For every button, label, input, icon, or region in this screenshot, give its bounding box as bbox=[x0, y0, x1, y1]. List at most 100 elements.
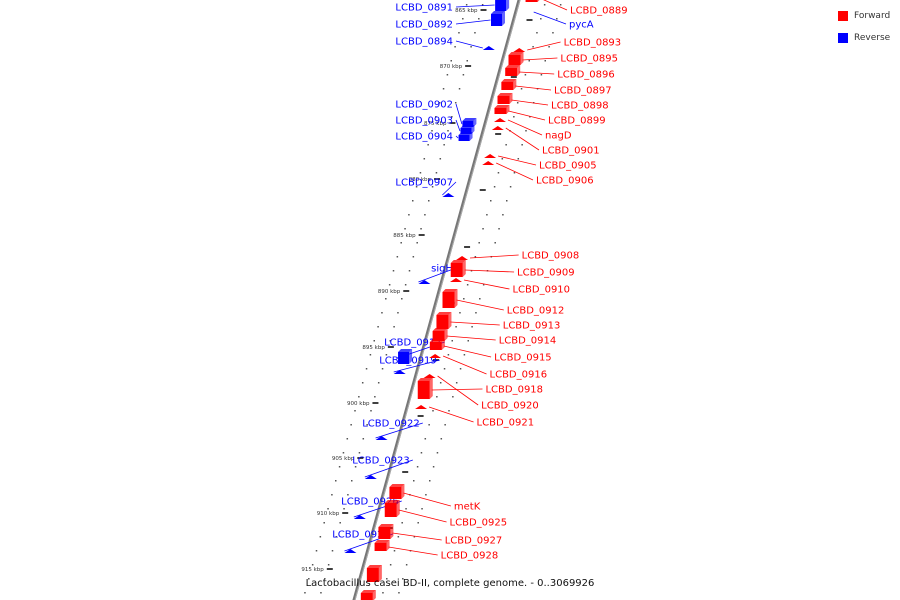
gene-lcbd-0908[interactable] bbox=[456, 256, 469, 260]
guide-dot bbox=[419, 172, 422, 174]
gene-lcbd-0916[interactable] bbox=[429, 354, 442, 358]
gene-lcbd-0910[interactable] bbox=[450, 278, 462, 282]
gene-lcbd-0892-label[interactable]: LCBD_0892 bbox=[395, 20, 453, 31]
guide-dot bbox=[377, 382, 380, 384]
guide-dot bbox=[404, 228, 406, 230]
gene-leader-line bbox=[455, 19, 491, 25]
gene-lcbd-0921-label[interactable]: LCBD_0921 bbox=[477, 418, 535, 429]
gene-pyca-label[interactable]: pycA bbox=[569, 20, 594, 31]
guide-dot bbox=[361, 382, 364, 384]
gene-lcbd-0897-label[interactable]: LCBD_0897 bbox=[554, 86, 612, 97]
gene-lcbd-0923-label[interactable]: LCBD_0923 bbox=[352, 456, 410, 467]
gene-lcbd-0927-label[interactable]: LCBD_0927 bbox=[445, 536, 503, 547]
gene-sigh[interactable] bbox=[418, 280, 431, 284]
gene-lcbd-0892[interactable] bbox=[491, 11, 505, 26]
gene-lcbd-0912[interactable] bbox=[442, 289, 458, 308]
gene-lcbd-0925-label[interactable]: LCBD_0925 bbox=[450, 518, 508, 529]
guide-dot bbox=[478, 18, 480, 20]
gene-lcbd-0903-label[interactable]: LCBD_0903 bbox=[395, 116, 453, 127]
gene-lcbd-0914-label[interactable]: LCBD_0914 bbox=[499, 336, 557, 347]
guide-dot bbox=[462, 74, 465, 76]
gene-lcbd-0927[interactable] bbox=[378, 524, 394, 539]
gene-lcbd-0906[interactable] bbox=[482, 161, 495, 165]
gene-lcbd-0919-label[interactable]: LCBD_0919 bbox=[379, 356, 437, 367]
gene-lcbd-0913[interactable] bbox=[436, 312, 452, 329]
gene-lcbd-0898[interactable] bbox=[497, 93, 513, 104]
gene-lcbd-0905-label[interactable]: LCBD_0905 bbox=[539, 161, 597, 172]
gene-lcbd-0895-label[interactable]: LCBD_0895 bbox=[560, 54, 618, 65]
gene-lcbd-0922[interactable] bbox=[375, 436, 388, 440]
guide-dot bbox=[444, 424, 446, 426]
gene-lcbd-0915[interactable] bbox=[429, 339, 445, 350]
guide-dot bbox=[311, 564, 314, 566]
guide-dot bbox=[482, 284, 485, 286]
gene-lcbd-0896-label[interactable]: LCBD_0896 bbox=[557, 70, 615, 81]
gene-metk-label[interactable]: metK bbox=[454, 502, 481, 513]
gene-lcbd-0899[interactable] bbox=[494, 105, 510, 114]
guide-dot bbox=[478, 242, 480, 244]
gene-lcbd-0929[interactable] bbox=[344, 549, 357, 553]
gene-lcbd-0895[interactable] bbox=[508, 52, 524, 65]
gene-sigh-label[interactable]: sigH bbox=[431, 264, 453, 275]
gene-partial-bottom-2[interactable] bbox=[360, 590, 376, 600]
gene-lcbd-0896[interactable] bbox=[505, 65, 521, 76]
gene-lcbd-0919[interactable] bbox=[393, 370, 406, 374]
gene-lcbd-0915-label[interactable]: LCBD_0915 bbox=[494, 353, 552, 364]
gene-lcbd-0907-label[interactable]: LCBD_0907 bbox=[395, 178, 453, 189]
gene-leader-line bbox=[455, 40, 483, 49]
gene-lcbd-0917-label[interactable]: LCBD_0917 bbox=[384, 338, 442, 349]
gene-lcbd-0921[interactable] bbox=[415, 405, 428, 409]
gene-lcbd-0903[interactable] bbox=[460, 125, 475, 134]
gene-lcbd-0894-label[interactable]: LCBD_0894 bbox=[395, 37, 453, 48]
gene-lcbd-0889[interactable] bbox=[525, 0, 541, 2]
gene-lcbd-0918-label[interactable]: LCBD_0918 bbox=[485, 385, 543, 396]
gene-nagd[interactable] bbox=[494, 118, 506, 122]
gene-lcbd-0902-label[interactable]: LCBD_0902 bbox=[395, 100, 453, 111]
gene-leader-line bbox=[437, 375, 479, 406]
gene-lcbd-0904[interactable] bbox=[458, 132, 473, 141]
gene-nagd-label[interactable]: nagD bbox=[545, 131, 572, 142]
scale-tick-label: 890 kbp bbox=[378, 289, 401, 295]
gene-lcbd-0901[interactable] bbox=[491, 126, 504, 130]
gene-lcbd-0902[interactable] bbox=[462, 118, 477, 127]
guide-dot bbox=[462, 18, 464, 20]
gene-lcbd-0897[interactable] bbox=[501, 79, 517, 90]
gene-lcbd-0891-label[interactable]: LCBD_0891 bbox=[395, 3, 453, 14]
gene-lcbd-0905[interactable] bbox=[484, 154, 497, 158]
gene-lcbd-0922-label[interactable]: LCBD_0922 bbox=[362, 419, 420, 430]
gene-lcbd-0926-label[interactable]: LCBD_0926 bbox=[341, 497, 399, 508]
gene-lcbd-0906-label[interactable]: LCBD_0906 bbox=[536, 176, 594, 187]
gene-lcbd-0912-label[interactable]: LCBD_0912 bbox=[507, 306, 565, 317]
gene-lcbd-0893-label[interactable]: LCBD_0893 bbox=[564, 38, 622, 49]
gene-lcbd-0926[interactable] bbox=[353, 515, 366, 519]
gene-lcbd-0898-label[interactable]: LCBD_0898 bbox=[551, 101, 609, 112]
gene-lcbd-0904-label[interactable]: LCBD_0904 bbox=[395, 132, 453, 143]
gene-lcbd-0899-label[interactable]: LCBD_0899 bbox=[548, 116, 606, 127]
gene-lcbd-0925[interactable] bbox=[384, 500, 400, 517]
gene-partial-bottom[interactable] bbox=[366, 565, 382, 582]
gene-lcbd-0913-label[interactable]: LCBD_0913 bbox=[503, 321, 561, 332]
gene-lcbd-0891[interactable] bbox=[495, 0, 510, 11]
gene-lcbd-0907[interactable] bbox=[442, 193, 455, 197]
gene-lcbd-0928-label[interactable]: LCBD_0928 bbox=[441, 551, 499, 562]
gene-lcbd-0889-label[interactable]: LCBD_0889 bbox=[570, 6, 628, 17]
gene-lcbd-0920[interactable] bbox=[423, 374, 436, 378]
gene-lcbd-0918[interactable] bbox=[417, 378, 433, 399]
gene-lcbd-0910-label[interactable]: LCBD_0910 bbox=[512, 285, 570, 296]
guide-dot bbox=[401, 298, 403, 300]
gene-lcbd-0909-label[interactable]: LCBD_0909 bbox=[517, 268, 575, 279]
gene-metk[interactable] bbox=[389, 484, 405, 499]
gene-lcbd-0894[interactable] bbox=[482, 46, 495, 50]
gene-lcbd-0929-label[interactable]: LCBD_0929 bbox=[332, 530, 390, 541]
gene-lcbd-0920-label[interactable]: LCBD_0920 bbox=[481, 401, 539, 412]
gene-lcbd-0928[interactable] bbox=[374, 540, 390, 551]
gene-lcbd-0923[interactable] bbox=[364, 475, 377, 479]
gene-leader-line bbox=[543, 0, 568, 11]
gene-lcbd-0917[interactable] bbox=[398, 349, 413, 364]
gene-lcbd-0914[interactable] bbox=[432, 328, 448, 341]
gene-lcbd-0893[interactable] bbox=[513, 48, 526, 52]
gene-lcbd-0909[interactable] bbox=[450, 260, 466, 277]
gene-lcbd-0916-label[interactable]: LCBD_0916 bbox=[490, 370, 548, 381]
gene-lcbd-0901-label[interactable]: LCBD_0901 bbox=[542, 146, 600, 157]
gene-lcbd-0908-label[interactable]: LCBD_0908 bbox=[522, 251, 580, 262]
